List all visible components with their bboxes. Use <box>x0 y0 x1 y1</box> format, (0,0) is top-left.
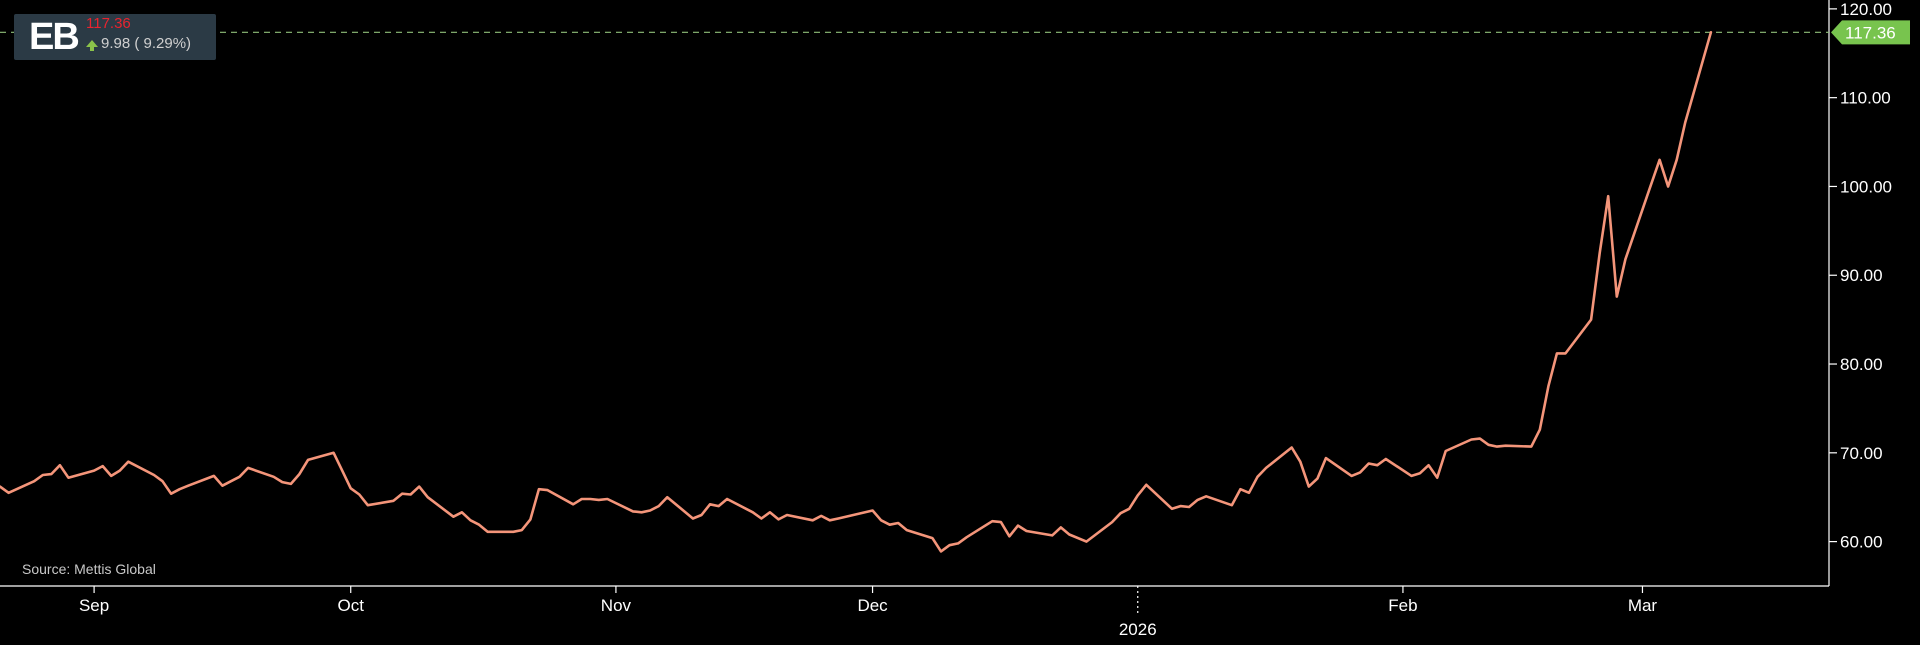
x-tick-label: Oct <box>338 596 365 615</box>
y-tick-label: 60.00 <box>1840 533 1883 552</box>
last-price-badge: 117.36 <box>1831 20 1910 45</box>
y-tick-label: 90.00 <box>1840 266 1883 285</box>
y-tick-label: 120.00 <box>1840 0 1892 19</box>
ticker-change: 9.98 ( 9.29%) <box>101 35 192 52</box>
last-price-badge-label: 117.36 <box>1845 23 1896 42</box>
price-series-line <box>0 30 1713 553</box>
ticker-price: 117.36 <box>86 15 131 32</box>
y-tick-label: 70.00 <box>1840 444 1883 463</box>
chart-axes: 60.00 70.00 80.00 90.00 100.00 110.00 120.00 Se… <box>0 0 1892 639</box>
x-tick-label: Dec <box>857 596 888 615</box>
ticker-change-row: 9.98 ( 9.29%) <box>86 34 191 54</box>
up-arrow-icon <box>86 40 98 51</box>
x-tick-label: Feb <box>1388 596 1417 615</box>
ticker-symbol: EB <box>29 16 80 58</box>
x-tick-label: Sep <box>79 596 109 615</box>
y-tick-label: 100.00 <box>1840 177 1892 196</box>
x-tick-label: Nov <box>601 596 632 615</box>
last-price-badge-shape <box>1831 20 1910 45</box>
x-tick-label: Mar <box>1628 596 1658 615</box>
y-tick-label: 110.00 <box>1840 89 1891 108</box>
y-tick-label: 80.00 <box>1840 355 1883 374</box>
ticker-box: EB 117.36 9.98 ( 9.29%) <box>14 14 216 60</box>
x-tick-label: 2026 <box>1119 620 1157 639</box>
source-label: Source: Mettis Global <box>22 561 156 577</box>
